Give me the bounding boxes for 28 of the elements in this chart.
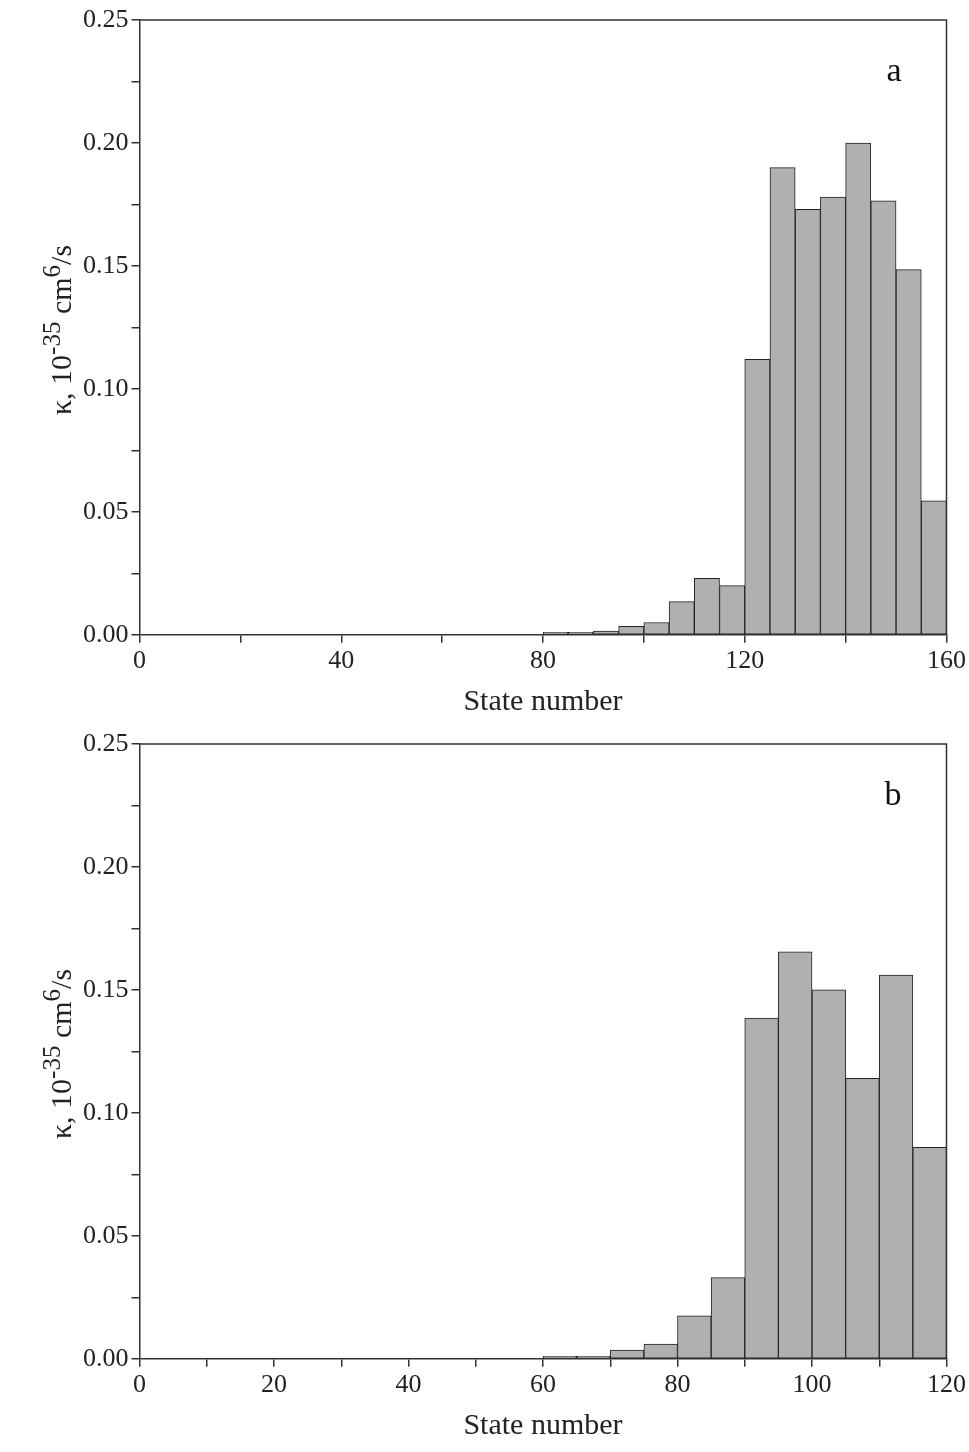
x-tick-label: 0 (133, 1369, 146, 1399)
y-tick-label: 0.25 (83, 3, 129, 33)
x-tick-label: 120 (725, 645, 765, 675)
y-tick-label: 0.20 (83, 850, 129, 880)
x-tick-label: 80 (664, 1369, 691, 1399)
y-tick-label: 0.00 (83, 618, 129, 648)
x-tick-label: 100 (792, 1369, 832, 1399)
annotation: b (884, 774, 902, 812)
x-tick-label: 0 (133, 645, 146, 675)
x-tick-label: 160 (927, 645, 966, 675)
annotation: a (886, 50, 902, 88)
y-tick-label: 0.20 (83, 126, 129, 156)
x-axis-title: State number (463, 1406, 623, 1440)
x-tick-label: 40 (395, 1369, 422, 1399)
x-tick-label: 60 (530, 1369, 556, 1399)
x-axis-title: State number (463, 682, 623, 716)
y-tick-label: 0.15 (83, 973, 129, 1003)
x-tick-label: 20 (261, 1369, 287, 1399)
y-tick-label: 0.15 (83, 249, 129, 279)
y-tick-label: 0.05 (83, 1219, 129, 1249)
y-tick-label: 0.00 (83, 1342, 129, 1372)
x-tick-label: 120 (927, 1369, 966, 1399)
y-tick-label: 0.10 (83, 372, 129, 402)
y-tick-label: 0.25 (83, 727, 129, 757)
x-tick-label: 80 (530, 645, 556, 675)
y-tick-label: 0.05 (83, 495, 129, 525)
y-tick-label: 0.10 (83, 1096, 129, 1126)
x-tick-label: 40 (328, 645, 355, 675)
